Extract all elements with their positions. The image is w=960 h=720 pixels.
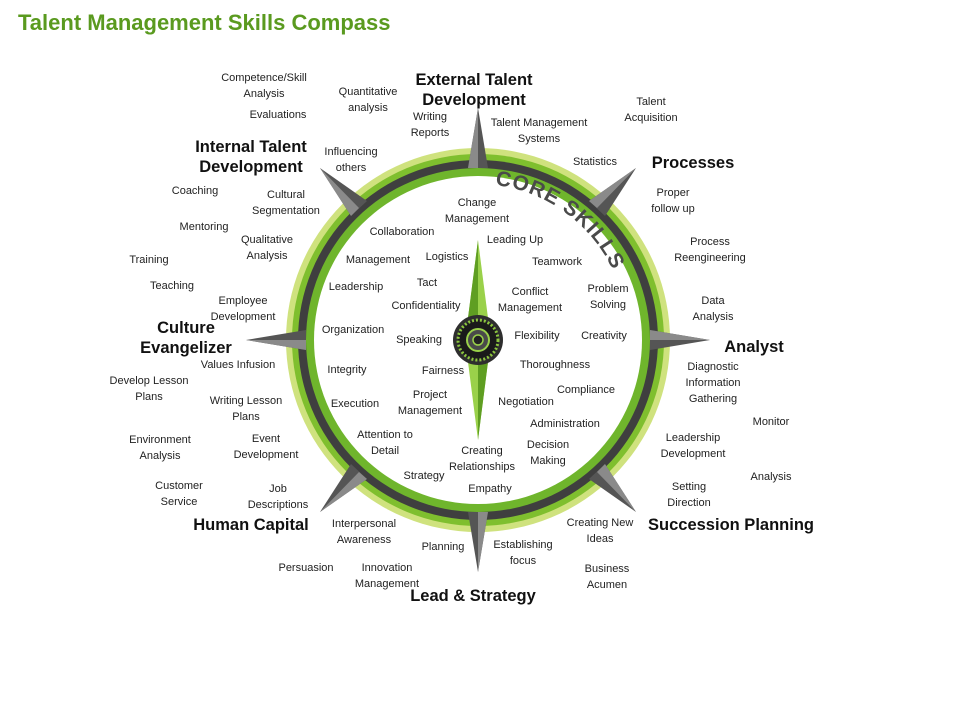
point-northwest xyxy=(320,168,367,216)
core-strategy: Strategy xyxy=(403,470,445,482)
skill-planning: Planning xyxy=(421,541,465,553)
skill-coaching: Coaching xyxy=(171,185,219,197)
skill-talent-acquisition: Talent Acquisition xyxy=(624,96,678,124)
skill-statistics: Statistics xyxy=(572,156,618,168)
skill-process-reengineering: Process Reengineering xyxy=(674,236,746,264)
category-external-talent-development: External Talent Development xyxy=(415,71,533,109)
core-execution: Execution xyxy=(330,398,380,410)
core-creating-relationships: Creating Relationships xyxy=(448,445,516,473)
category-culture-evangelizer: Culture Evangelizer xyxy=(140,319,232,357)
skill-customer-service: Customer Service xyxy=(155,480,203,508)
compass-points xyxy=(246,108,710,572)
skill-quantitative-analysis: Quantitative analysis xyxy=(338,86,398,114)
skill-mentoring: Mentoring xyxy=(179,221,229,233)
core-decision-making: Decision Making xyxy=(526,439,570,467)
category-lead-strategy: Lead & Strategy xyxy=(410,587,536,605)
core-creativity: Creativity xyxy=(581,330,627,342)
skill-qualitative-analysis: Qualitative Analysis xyxy=(241,234,293,262)
skill-creating-new-ideas: Creating New Ideas xyxy=(566,517,634,545)
core-administration: Administration xyxy=(530,418,600,430)
skill-develop-lesson-plans: Develop Lesson Plans xyxy=(109,375,189,403)
skill-talent-management-systems: Talent Management Systems xyxy=(490,117,588,145)
skill-values-infusion: Values Infusion xyxy=(200,359,276,371)
core-organization: Organization xyxy=(321,324,385,336)
core-speaking: Speaking xyxy=(396,334,442,346)
skill-job-descriptions: Job Descriptions xyxy=(247,483,309,511)
category-analyst: Analyst xyxy=(724,338,784,356)
skill-leadership-development: Leadership Development xyxy=(660,432,726,460)
skill-setting-direction: Setting Direction xyxy=(667,481,711,509)
skill-environment-analysis: Environment Analysis xyxy=(129,434,191,462)
category-processes: Processes xyxy=(651,154,735,172)
page-title: Talent Management Skills Compass xyxy=(18,10,391,35)
skill-establishing-focus: Establishing focus xyxy=(493,539,553,567)
skill-employee-development: Employee Development xyxy=(210,295,276,323)
category-internal-talent-development: Internal Talent Development xyxy=(195,138,307,176)
core-thoroughness: Thoroughness xyxy=(519,359,591,371)
core-leading-up: Leading Up xyxy=(486,234,544,246)
core-fairness: Fairness xyxy=(421,365,465,377)
skill-analysis: Analysis xyxy=(750,471,792,483)
core-problem-solving: Problem Solving xyxy=(587,283,629,311)
core-tact: Tact xyxy=(416,277,438,289)
skill-interpersonal-awareness: Interpersonal Awareness xyxy=(331,518,397,546)
core-change-management: Change Management xyxy=(444,197,510,225)
skill-training: Training xyxy=(129,254,169,266)
skill-monitor: Monitor xyxy=(752,416,790,428)
skill-diagnostic-information-gathering: Diagnostic Information Gathering xyxy=(685,361,741,405)
compass-needle xyxy=(468,240,488,440)
skill-influencing-others: Influencing others xyxy=(324,146,378,174)
skill-teaching: Teaching xyxy=(149,280,195,292)
core-flexibility: Flexibility xyxy=(514,330,560,342)
point-southeast xyxy=(589,464,636,512)
skill-innovation-management: Innovation Management xyxy=(354,562,420,590)
category-human-capital: Human Capital xyxy=(193,516,309,534)
core-conflict-management: Conflict Management xyxy=(497,286,563,314)
skill-proper-follow-up: Proper follow up xyxy=(651,187,695,215)
core-management: Management xyxy=(345,254,411,266)
compass-hub xyxy=(453,315,503,365)
category-succession-planning: Succession Planning xyxy=(648,516,814,534)
core-confidentiality: Confidentiality xyxy=(391,300,461,312)
skill-competence-analysis: Competence/Skill Analysis xyxy=(221,72,307,100)
skill-writing-lesson-plans: Writing Lesson Plans xyxy=(209,395,283,423)
core-compliance: Compliance xyxy=(556,384,616,396)
core-integrity: Integrity xyxy=(327,364,367,376)
skill-data-analysis: Data Analysis xyxy=(692,295,734,323)
skill-writing-reports: Writing Reports xyxy=(410,111,450,139)
skill-cultural-segmentation: Cultural Segmentation xyxy=(252,189,320,217)
core-empathy: Empathy xyxy=(468,483,512,495)
core-negotiation: Negotiation xyxy=(498,396,554,408)
skill-business-acumen: Business Acumen xyxy=(584,563,630,591)
core-teamwork: Teamwork xyxy=(531,256,583,268)
skill-evaluations: Evaluations xyxy=(249,109,307,121)
core-attention-to-detail: Attention to Detail xyxy=(357,429,413,457)
skill-event-development: Event Development xyxy=(233,433,299,461)
core-leadership: Leadership xyxy=(328,281,384,293)
core-collaboration: Collaboration xyxy=(369,226,435,238)
skill-persuasion: Persuasion xyxy=(278,562,334,574)
core-project-management: Project Management xyxy=(397,389,463,417)
core-logistics: Logistics xyxy=(425,251,469,263)
